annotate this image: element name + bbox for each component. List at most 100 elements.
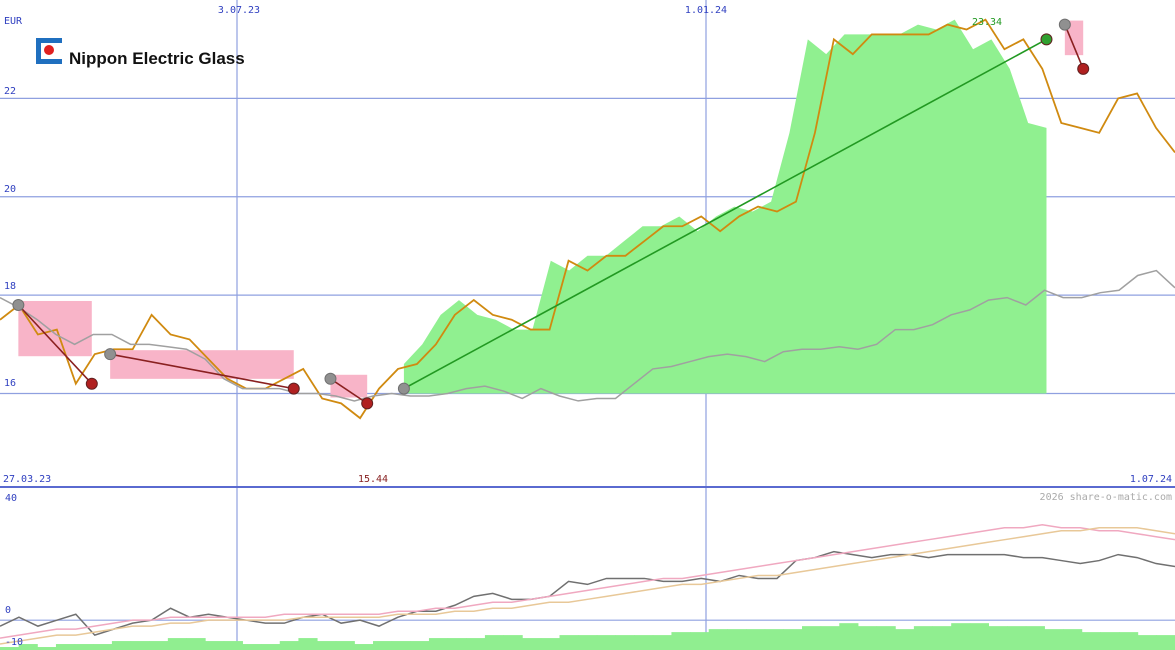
volume-bar-48	[895, 629, 915, 650]
volume-bar-60	[1119, 632, 1139, 650]
volume-bar-52	[969, 623, 989, 650]
trade-line-4	[1064, 24, 1084, 70]
indicator-y-tick-minus-10: -10	[5, 637, 23, 648]
trade-line-0	[17, 304, 93, 385]
volume-bar-6	[111, 641, 132, 650]
volume-bar-53	[988, 626, 1008, 650]
trade-entry-4	[1058, 18, 1071, 31]
indicator-line	[0, 550, 1175, 636]
volume-bar-45	[839, 623, 859, 650]
volume-bar-5	[93, 644, 113, 650]
trade-fill-areas	[18, 19, 1084, 398]
volume-bar-47	[876, 626, 896, 650]
volume-bar-34	[634, 635, 654, 650]
volume-bar-37	[690, 632, 710, 650]
low-price-label: 15.44	[358, 474, 388, 485]
trade-area-2	[330, 374, 368, 398]
volume-bar-26	[484, 635, 505, 650]
volume-bar-2	[37, 647, 57, 650]
y-tick-label-16: 16	[4, 378, 16, 389]
y-axis-unit-label: EUR	[4, 16, 23, 27]
volume-bar-43	[801, 626, 822, 650]
trade-entry-2	[324, 372, 337, 385]
x-start-label: 27.03.23	[3, 474, 51, 485]
volume-bar-15	[279, 641, 299, 650]
y-tick-label-20: 20	[4, 184, 16, 195]
volume-bar-41	[764, 629, 784, 650]
volume-bar-40	[746, 629, 766, 650]
y-tick-label-22: 22	[4, 86, 16, 97]
volume-bar-25	[466, 638, 486, 650]
indicator-y-tick-40: 40	[5, 493, 17, 504]
volume-bar-13	[242, 644, 262, 650]
volume-bar-14	[261, 644, 281, 650]
volume-bar-33	[615, 635, 635, 650]
volume-bar-12	[223, 641, 243, 650]
volume-bar-10	[186, 638, 206, 650]
x-end-label: 1.07.24	[1130, 474, 1172, 485]
volume-bar-17	[317, 641, 337, 650]
high-price-label: 23.34	[972, 17, 1002, 28]
main-series	[0, 18, 1175, 420]
volume-bar-1	[18, 644, 38, 650]
trade-exit-3	[1040, 33, 1053, 46]
trade-line-3	[403, 38, 1047, 390]
volume-bar-49	[913, 626, 934, 650]
volume-bar-30	[559, 635, 579, 650]
trade-area-3	[403, 19, 1047, 394]
average-fast-line	[0, 524, 1175, 639]
volume-bar-59	[1100, 632, 1120, 650]
volume-bar-23	[428, 638, 449, 650]
volume-bar-57	[1063, 629, 1083, 650]
indicator-y-tick-0: 0	[5, 605, 11, 616]
volume-bar-28	[522, 638, 542, 650]
volume-bar-21	[391, 641, 411, 650]
trade-area-1	[110, 350, 294, 379]
x-tick-label-jul: 3.07.23	[218, 5, 260, 16]
volume-bar-27	[503, 635, 523, 650]
volume-bar-11	[205, 641, 225, 650]
volume-bar-55	[1025, 626, 1045, 650]
trade-exit-1	[287, 382, 300, 395]
price-line	[0, 18, 1175, 420]
x-tick-label-jan: 1.01.24	[685, 5, 727, 16]
volume-bar-50	[932, 626, 952, 650]
volume-bar-46	[857, 626, 878, 650]
volume-bar-36	[671, 632, 691, 650]
volume-bar-22	[410, 641, 430, 650]
volume-bar-3	[55, 644, 76, 650]
company-logo: Nippon Electric Glass	[36, 38, 245, 68]
indicator-series	[0, 524, 1175, 650]
volume-bar-54	[1007, 626, 1027, 650]
trade-entry-1	[104, 348, 117, 361]
trade-entry-3	[397, 382, 410, 395]
volume-bar-29	[540, 638, 561, 650]
trade-exit-0	[85, 377, 98, 390]
company-name: Nippon Electric Glass	[69, 49, 245, 68]
watermark: 2026 share-o-matic.com	[1040, 492, 1172, 503]
volume-bar-61	[1137, 635, 1157, 650]
logo-dot	[44, 45, 54, 55]
volume-bar-0	[0, 647, 20, 650]
volume-bar-56	[1044, 629, 1064, 650]
trade-markers	[12, 18, 1090, 410]
trade-exit-4	[1077, 62, 1090, 75]
volume-bar-44	[820, 626, 840, 650]
volume-bar-4	[74, 644, 94, 650]
volume-bar-39	[727, 629, 747, 650]
y-tick-label-18: 18	[4, 281, 16, 292]
moving-average-line	[0, 269, 1175, 402]
volume-bar-31	[578, 635, 598, 650]
volume-bar-35	[652, 635, 672, 650]
average-slow-line	[0, 527, 1175, 645]
trade-exit-2	[361, 397, 374, 410]
volume-bar-62	[1156, 635, 1175, 650]
volume-bar-58	[1081, 632, 1101, 650]
volume-bar-38	[708, 629, 728, 650]
volume-bar-8	[149, 641, 169, 650]
volume-bar-51	[951, 623, 971, 650]
trade-line-1	[110, 353, 294, 390]
volume-bar-7	[130, 641, 150, 650]
volume-bar-24	[447, 638, 467, 650]
volume-bar-42	[783, 629, 803, 650]
